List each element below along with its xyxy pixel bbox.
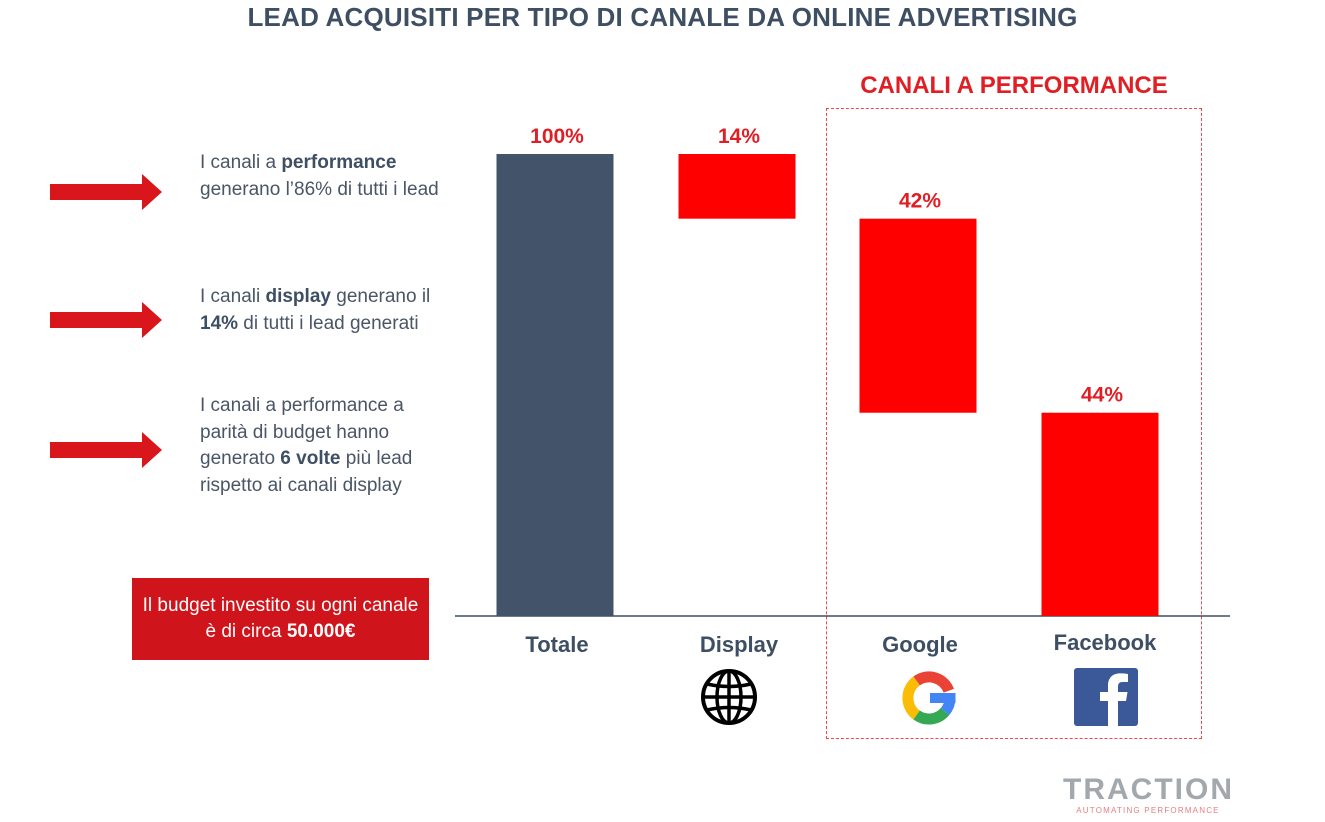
bullet-text: I canali a performance a parità di budge…: [200, 393, 450, 499]
bar-totale: [496, 154, 614, 616]
emphasis-text: 50.000€: [286, 621, 356, 642]
bar-facebook: [1041, 412, 1159, 616]
text-run: I canali a: [200, 152, 282, 173]
category-label: Google: [882, 632, 958, 657]
bar-google: [859, 218, 977, 413]
data-label: 44%: [1081, 384, 1123, 407]
performance-group-label: CANALI A PERFORMANCE: [860, 72, 1168, 99]
chart-title: LEAD ACQUISITI PER TIPO DI CANALE DA ONL…: [247, 2, 1078, 32]
budget-note: Il budget investito su ogni canale è di …: [132, 578, 429, 660]
emphasis-text: 14%: [200, 312, 239, 334]
category-label: Totale: [525, 632, 588, 657]
google-icon: [902, 671, 956, 725]
emphasis-text: display: [265, 286, 331, 307]
text-run: Il budget investito su ogni canale è di …: [142, 595, 419, 642]
text-run: generano il: [330, 286, 431, 307]
bullet-text: I canali a performance generano l’86% di…: [200, 150, 450, 203]
bullet-text: I canali display generano il 14% di tutt…: [200, 284, 450, 337]
emphasis-text: performance: [281, 152, 397, 173]
emphasis-text: 6 volte: [280, 448, 341, 469]
brand-name: TRACTION: [1063, 773, 1234, 806]
facebook-icon: [1074, 668, 1138, 726]
bar-display: [678, 154, 796, 219]
text-run: più lead rispetto ai canali display: [200, 448, 413, 496]
text-run: generano l’86% di tutti i lead: [200, 178, 439, 200]
text-run: I canali: [200, 286, 266, 307]
arrow-right-icon: [50, 302, 162, 338]
text-run: I canali a performance a parità di budge…: [200, 395, 404, 469]
globe-icon: [701, 669, 757, 725]
category-label: Facebook: [1054, 630, 1157, 655]
data-label: 14%: [718, 125, 760, 148]
brand-logo: TRACTION AUTOMATING PERFORMANCE: [1063, 774, 1233, 816]
brand-tagline: AUTOMATING PERFORMANCE: [1076, 806, 1220, 815]
arrow-right-icon: [50, 432, 162, 468]
category-label: Display: [700, 632, 779, 657]
arrow-right-icon: [50, 174, 162, 210]
data-label: 100%: [530, 125, 584, 148]
performance-group-box: [826, 108, 1202, 739]
text-run: di tutti i lead generati: [238, 312, 419, 334]
data-label: 42%: [899, 190, 941, 213]
